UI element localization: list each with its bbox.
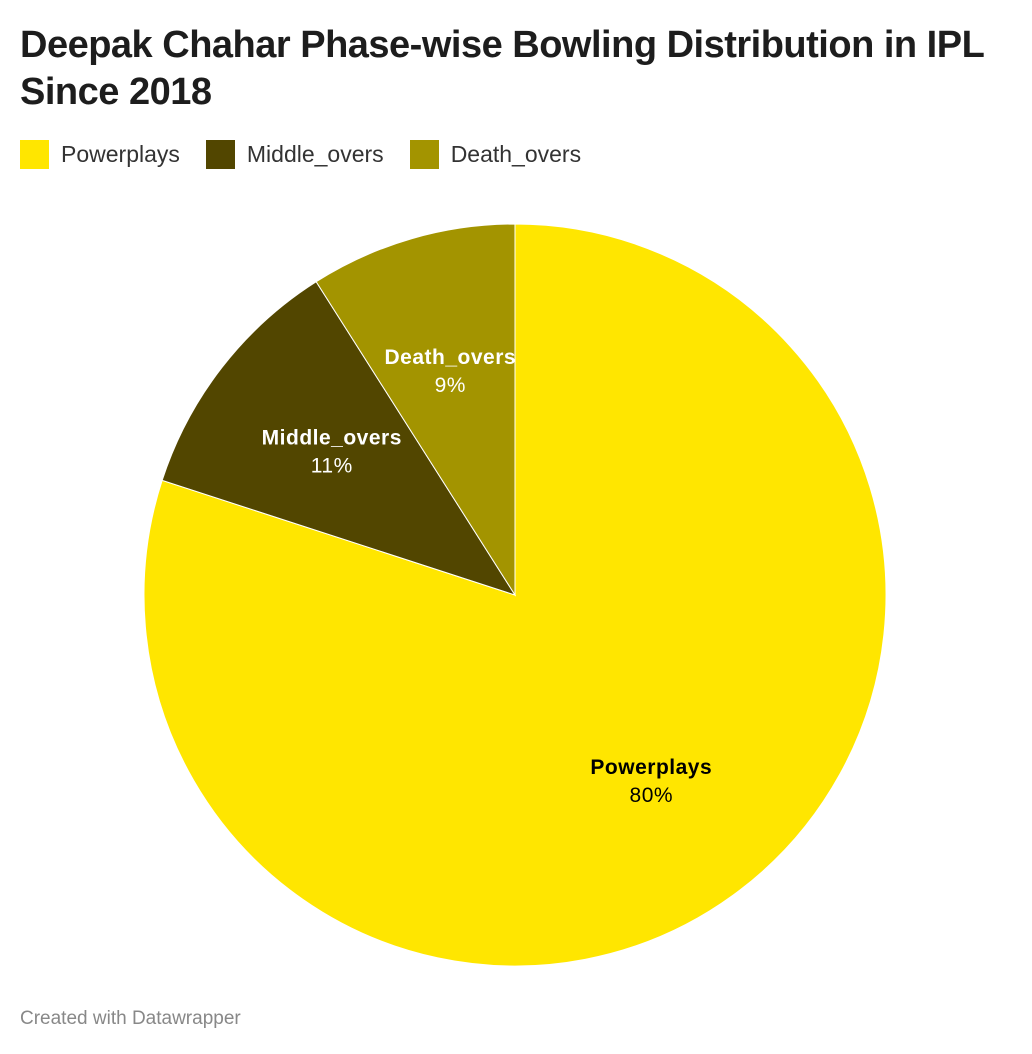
- legend-swatch: [20, 140, 49, 169]
- legend-label: Powerplays: [61, 141, 180, 167]
- slice-label: Death_overs: [385, 346, 517, 369]
- pie-slice: [315, 223, 516, 597]
- legend: Powerplays Middle_overs Death_overs: [20, 140, 581, 169]
- chart-title: Deepak Chahar Phase-wise Bowling Distrib…: [20, 24, 984, 113]
- slice-label: Powerplays: [590, 756, 712, 779]
- legend-item: Death_overs: [409, 140, 582, 169]
- legend-label: Middle_overs: [246, 141, 384, 167]
- slice-value: 9%: [435, 374, 466, 397]
- legend-item: Middle_overs: [205, 140, 384, 169]
- pie-slice: [161, 281, 517, 596]
- legend-label: Death_overs: [450, 141, 582, 167]
- slice-value: 80%: [630, 784, 674, 807]
- footer: Created with Datawrapper: [20, 1008, 241, 1029]
- slice-label: Middle_overs: [262, 426, 402, 449]
- legend-swatch: [409, 140, 439, 169]
- slice-value: 11%: [311, 454, 353, 477]
- legend-swatch: [205, 140, 235, 169]
- legend-item: Powerplays: [20, 140, 180, 169]
